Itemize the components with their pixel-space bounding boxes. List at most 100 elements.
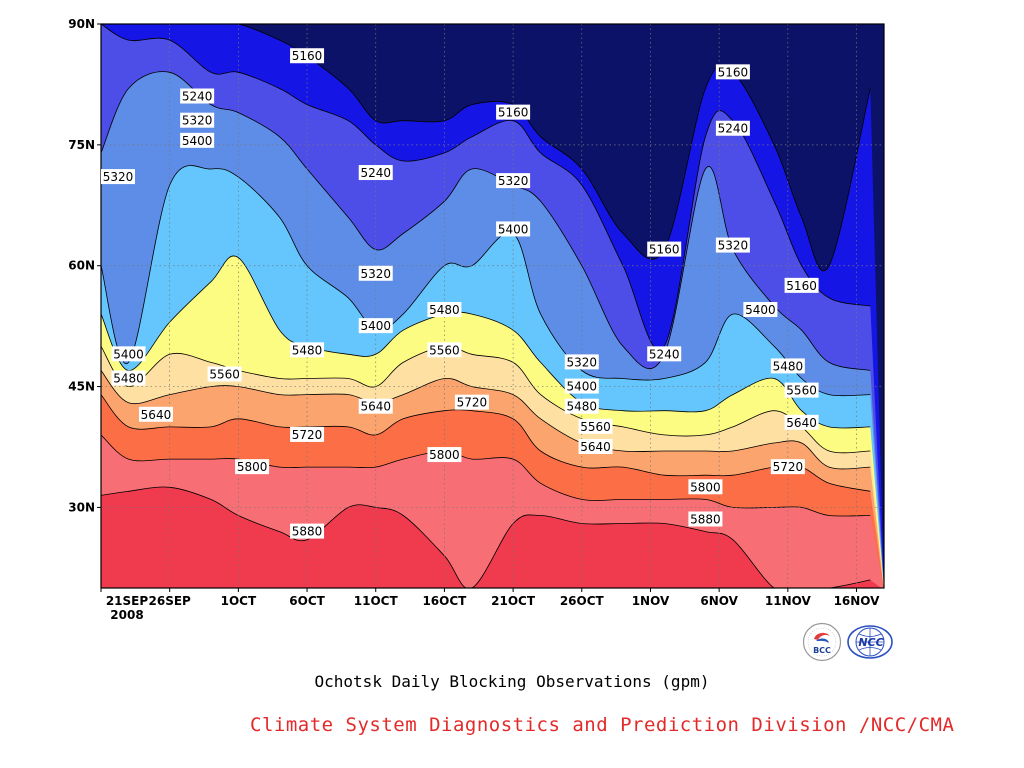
contour-label: 5240	[358, 165, 393, 181]
contour-label-text: 5560	[786, 384, 817, 398]
contour-label-text: 5320	[718, 239, 749, 253]
contour-label: 5160	[290, 48, 325, 64]
contour-label-text: 5160	[649, 243, 680, 257]
contour-label: 5560	[427, 342, 462, 358]
contour-5800	[101, 434, 871, 517]
contour-label-box	[578, 439, 613, 454]
contour-label: 5720	[290, 426, 325, 442]
contour-label-text: 5800	[237, 460, 268, 474]
contour-label-text: 5160	[718, 65, 749, 79]
contour-label-box	[647, 241, 682, 257]
contour-label: 5640	[138, 406, 173, 422]
contour-label: 5560	[578, 418, 613, 434]
contour-label-text: 5240	[182, 90, 213, 104]
contour-label-text: 5160	[292, 49, 323, 63]
contour-label-box	[235, 459, 270, 475]
contour-label-text: 5240	[649, 347, 680, 361]
x-tick-label: 11OCT	[354, 594, 399, 608]
contour-label: 5800	[688, 479, 723, 495]
contour-label-text: 5160	[786, 279, 817, 293]
contour-label-text: 5560	[580, 420, 611, 434]
x-tick-label: 21SEP 2008	[106, 594, 149, 622]
contour-label: 5480	[290, 342, 325, 358]
contour-label-box	[688, 511, 723, 527]
y-tick-label: 60N	[68, 259, 95, 273]
contour-label-text: 5320	[182, 114, 213, 128]
contour-label-text: 5640	[786, 416, 817, 430]
contour-label: 5160	[784, 277, 819, 293]
contour-label-text: 5240	[360, 166, 391, 180]
contour-label-box	[358, 265, 393, 281]
contour-label-text: 5640	[360, 400, 391, 414]
contour-label: 5800	[427, 447, 462, 463]
contour-label-text: 5400	[567, 380, 598, 394]
contour-label: 5320	[101, 169, 135, 185]
contour-label-box	[427, 302, 462, 318]
contour-label: 5320	[715, 237, 750, 253]
contour-label-text: 5720	[292, 428, 323, 442]
contour-label: 5160	[715, 64, 750, 80]
contour-label-text: 5880	[292, 525, 323, 539]
contour-label-text: 5480	[292, 343, 323, 357]
contour-label: 5560	[784, 382, 819, 398]
y-tick-label: 90N	[68, 17, 95, 31]
contour-label-text: 5320	[567, 355, 598, 369]
contour-label: 5480	[564, 398, 599, 414]
contour-label-text: 5320	[103, 170, 134, 184]
contour-5720	[101, 394, 871, 492]
contour-label-box	[290, 48, 325, 64]
contour-label-box	[138, 406, 173, 422]
contour-label: 5880	[688, 511, 723, 527]
contour-label: 5480	[427, 302, 462, 318]
contour-label-box	[770, 358, 805, 374]
contour-label: 5640	[578, 439, 613, 454]
contour-label-text: 5560	[429, 343, 460, 357]
contour-label-text: 5400	[498, 222, 529, 236]
credit-text: Climate System Diagnostics and Predictio…	[250, 714, 955, 736]
x-tick-label: 1OCT	[221, 594, 257, 608]
x-tick-label: 21OCT	[491, 594, 536, 608]
contour-label-text: 5480	[429, 303, 460, 317]
contour-label: 5240	[647, 346, 682, 362]
contour-label-text: 5320	[360, 267, 391, 281]
contour-label-box	[180, 132, 215, 148]
contour-label-box	[111, 346, 146, 362]
contour-label-text: 5400	[113, 347, 144, 361]
contour-label: 5480	[111, 370, 146, 386]
bcc-logo-text: BCC	[813, 646, 831, 655]
contour-label-box	[743, 302, 778, 318]
x-tick-label: 16NOV	[834, 594, 881, 608]
contour-label-box	[688, 479, 723, 495]
contour-label: 5720	[454, 394, 489, 410]
contour-label-box	[784, 277, 819, 293]
contour-label-box	[564, 398, 599, 414]
contour-label: 5640	[358, 398, 393, 414]
contour-label-box	[564, 354, 599, 370]
contour-label: 5480	[770, 358, 805, 374]
contour-label: 5400	[358, 318, 393, 334]
contour-label-box	[180, 112, 215, 128]
contour-label: 5400	[180, 132, 215, 148]
contour-5160	[101, 24, 871, 272]
contour-label: 5400	[111, 346, 146, 362]
contour-label-text: 5480	[773, 359, 804, 373]
band-5880	[101, 487, 882, 588]
contour-label: 5400	[564, 378, 599, 394]
contour-label-text: 5400	[360, 319, 391, 333]
x-tick-label: 16OCT	[422, 594, 467, 608]
contour-label: 5400	[743, 302, 778, 318]
contour-label-box	[715, 237, 750, 253]
x-tick-label: 1NOV	[632, 594, 670, 608]
contour-label: 5160	[496, 104, 531, 120]
contour-label-box	[101, 169, 135, 185]
contour-label: 5720	[770, 459, 805, 475]
contour-5480	[101, 255, 871, 429]
contour-label-text: 5720	[773, 460, 804, 474]
x-tick-label: 6NOV	[700, 594, 738, 608]
contour-label-text: 5480	[113, 372, 144, 386]
contour-label-box	[454, 394, 489, 410]
contour-label-text: 5480	[567, 400, 598, 414]
y-tick-label: 75N	[68, 138, 95, 152]
